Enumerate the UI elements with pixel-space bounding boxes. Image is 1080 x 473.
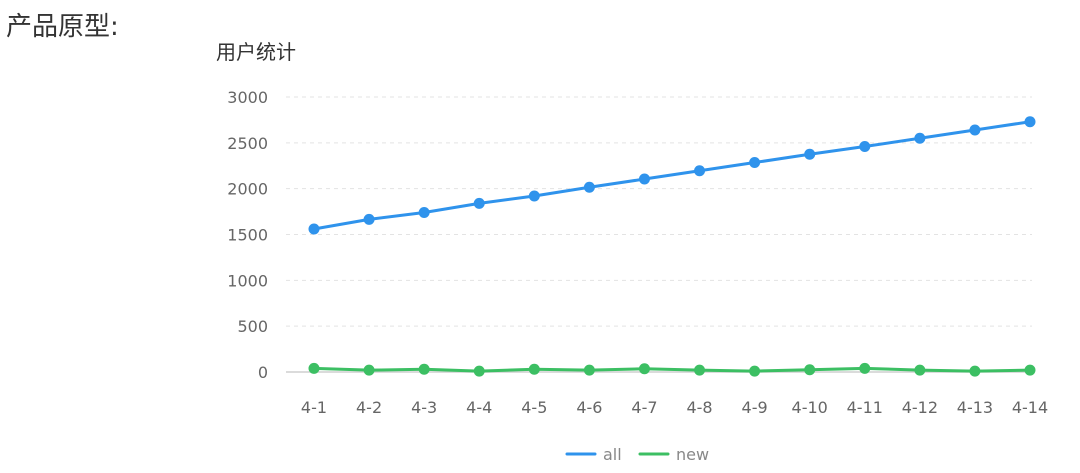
data-point-new[interactable]	[694, 364, 706, 376]
data-point-new[interactable]	[914, 364, 926, 376]
data-point-new[interactable]	[418, 363, 430, 375]
x-tick-label: 4-6	[576, 398, 602, 417]
data-point-new[interactable]	[859, 362, 871, 374]
data-point-new[interactable]	[308, 362, 320, 374]
data-point-all[interactable]	[694, 165, 706, 177]
data-point-new[interactable]	[638, 363, 650, 375]
series-line-new	[312, 366, 1032, 373]
x-tick-label: 4-3	[411, 398, 437, 417]
x-tick-label: 4-2	[356, 398, 382, 417]
y-tick-label: 1500	[227, 226, 268, 245]
data-point-new[interactable]	[473, 365, 485, 377]
y-tick-label: 2500	[227, 134, 268, 153]
chart-title: 用户统计	[216, 40, 296, 64]
data-point-all[interactable]	[583, 181, 595, 193]
data-point-all[interactable]	[473, 197, 485, 209]
x-tick-label: 4-13	[957, 398, 993, 417]
data-point-new[interactable]	[583, 364, 595, 376]
data-point-new[interactable]	[363, 364, 375, 376]
series-lines	[308, 116, 1036, 377]
legend-label-new[interactable]: new	[676, 445, 709, 464]
x-tick-label: 4-4	[466, 398, 492, 417]
legend: all new	[565, 445, 709, 464]
data-point-all[interactable]	[804, 148, 816, 160]
data-point-all[interactable]	[528, 190, 540, 202]
y-tick-label: 500	[237, 317, 268, 336]
legend-label-all[interactable]: all	[603, 445, 622, 464]
data-point-new[interactable]	[528, 363, 540, 375]
x-tick-label: 4-14	[1012, 398, 1048, 417]
y-axis: 0 500 1000 1500 2000 2500 3000	[227, 88, 268, 382]
x-tick-label: 4-10	[792, 398, 828, 417]
data-point-new[interactable]	[969, 365, 981, 377]
data-point-all[interactable]	[363, 213, 375, 225]
data-point-all[interactable]	[859, 141, 871, 152]
x-tick-label: 4-12	[902, 398, 938, 417]
x-axis: 4-1 4-2 4-3 4-4 4-5 4-6 4-7 4-8 4-9 4-10 4-11 4-12 4…	[286, 371, 1048, 417]
y-tick-label: 3000	[227, 88, 268, 107]
y-tick-label: 0	[258, 363, 268, 382]
x-tick-label: 4-11	[847, 398, 883, 417]
data-point-all[interactable]	[308, 223, 320, 235]
x-tick-label: 4-8	[686, 398, 712, 417]
x-tick-label: 4-1	[301, 398, 327, 417]
data-point-all[interactable]	[969, 124, 981, 136]
x-tick-label: 4-9	[742, 398, 768, 417]
data-point-all[interactable]	[914, 132, 926, 144]
x-tick-label: 4-5	[521, 398, 547, 417]
grid-lines	[286, 96, 1032, 327]
data-point-all[interactable]	[638, 173, 650, 185]
data-point-new[interactable]	[1024, 364, 1036, 376]
page-heading: 产品原型:	[6, 12, 119, 42]
x-tick-label: 4-7	[631, 398, 657, 417]
y-tick-label: 1000	[227, 271, 268, 290]
data-point-all[interactable]	[749, 157, 761, 169]
y-tick-label: 2000	[227, 180, 268, 199]
data-point-new[interactable]	[749, 365, 761, 377]
data-point-all[interactable]	[418, 207, 430, 218]
data-point-all[interactable]	[1024, 116, 1036, 128]
series-line-all	[312, 120, 1032, 231]
data-point-new[interactable]	[804, 364, 816, 376]
